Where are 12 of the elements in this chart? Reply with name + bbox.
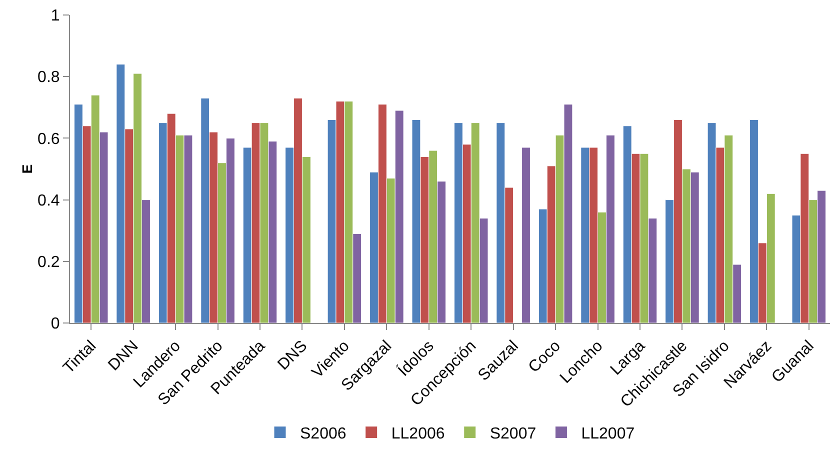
legend-label: S2007 bbox=[490, 426, 536, 443]
y-tick-label: 0.2 bbox=[38, 254, 60, 271]
y-tick-label: 0.6 bbox=[38, 130, 60, 148]
legend-label: LL2007 bbox=[581, 426, 635, 443]
bar bbox=[522, 147, 530, 323]
legend-label: S2006 bbox=[300, 426, 346, 443]
legend-label: LL2006 bbox=[391, 426, 445, 443]
y-tick-label: 0.4 bbox=[38, 192, 60, 210]
y-tick-label: 0.8 bbox=[38, 69, 60, 86]
y-tick-label: 1 bbox=[50, 8, 60, 25]
y-axis-title: E bbox=[19, 164, 35, 174]
y-tick-label: 0 bbox=[50, 316, 60, 333]
